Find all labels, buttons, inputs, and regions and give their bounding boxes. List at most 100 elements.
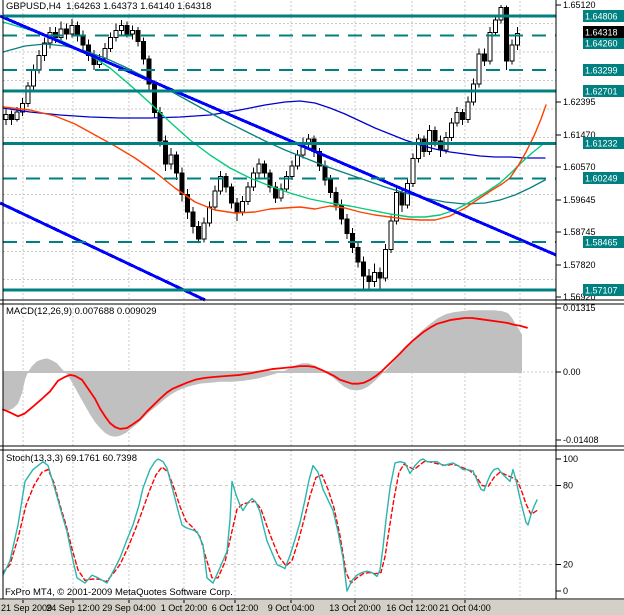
svg-text:1.57820: 1.57820	[563, 260, 596, 270]
trendline-channel	[0, 14, 557, 302]
macd-histogram	[3, 310, 522, 437]
candle	[201, 222, 207, 240]
candle	[36, 55, 42, 71]
candle	[333, 192, 339, 206]
candle	[498, 6, 504, 21]
candle	[69, 24, 75, 35]
candle	[328, 179, 333, 194]
svg-text:24 Sep 12:00: 24 Sep 12:00	[46, 603, 100, 613]
candle	[289, 165, 295, 178]
candle	[476, 53, 482, 85]
candle	[487, 31, 493, 62]
candle	[42, 42, 47, 57]
candle	[317, 151, 322, 167]
candle	[432, 129, 438, 142]
svg-text:1.58465: 1.58465	[585, 238, 618, 248]
svg-text:1.64318: 1.64318	[585, 28, 618, 38]
price-level-label	[583, 284, 624, 296]
candle	[350, 232, 355, 249]
candle	[3, 113, 9, 121]
candle	[388, 220, 394, 250]
candle	[267, 172, 273, 188]
candle	[278, 188, 284, 199]
candle	[229, 186, 234, 204]
candle	[25, 85, 31, 105]
svg-text:21 Sep 2009: 21 Sep 2009	[1, 603, 52, 613]
candle	[372, 272, 377, 283]
candle	[449, 122, 454, 138]
candle	[383, 248, 388, 279]
candle	[471, 83, 476, 103]
time-axis-strip	[0, 600, 624, 615]
svg-text:1.59645: 1.59645	[563, 195, 596, 205]
candle	[427, 129, 432, 153]
copyright-text: FxPro MT4, © 2001-2009 MetaQuotes Softwa…	[5, 587, 233, 598]
candle	[64, 28, 69, 35]
svg-text:1.62395: 1.62395	[563, 97, 596, 107]
svg-text:0.00: 0.00	[563, 367, 581, 377]
svg-text:1.60570: 1.60570	[563, 162, 596, 172]
candle	[124, 24, 130, 35]
svg-text:80: 80	[563, 480, 573, 490]
candle	[454, 111, 460, 124]
svg-text:1.61470: 1.61470	[563, 130, 596, 140]
candle	[146, 58, 152, 85]
candle	[482, 53, 487, 62]
candle	[20, 103, 25, 113]
svg-text:21 Oct 04:00: 21 Oct 04:00	[439, 603, 491, 613]
svg-text:1.64806: 1.64806	[585, 12, 618, 22]
candles	[3, 5, 520, 292]
candle	[196, 225, 201, 240]
candle	[75, 24, 80, 37]
candle	[207, 206, 212, 224]
candle	[344, 218, 350, 234]
candle	[515, 32, 520, 46]
candle	[394, 192, 399, 222]
candle	[284, 176, 289, 190]
svg-text:1.60249: 1.60249	[585, 174, 618, 184]
candle	[465, 101, 471, 121]
candle	[9, 113, 14, 121]
candle	[234, 202, 240, 213]
price-level-label	[583, 10, 624, 22]
candle	[366, 275, 372, 283]
candle	[168, 154, 174, 165]
svg-text:-0.01408: -0.01408	[563, 435, 599, 445]
price-axis: 1.65120 1.62395 1.61470 1.60570 1.59645 1.587…	[556, 0, 624, 596]
candle	[157, 111, 163, 142]
candle	[163, 140, 168, 165]
candle	[102, 47, 108, 60]
candle	[223, 176, 229, 188]
svg-text:1.56920: 1.56920	[563, 292, 596, 302]
candle	[31, 69, 36, 87]
svg-text:1.58745: 1.58745	[563, 227, 596, 237]
candle	[240, 200, 245, 213]
stoch-indicator-label: Stoch(13,3,3) 69.1761 60.7398	[6, 453, 137, 464]
svg-text:1.61232: 1.61232	[585, 139, 618, 149]
candle	[399, 192, 405, 206]
candle	[493, 19, 498, 33]
price-level-label	[583, 37, 624, 49]
price-level-label	[583, 137, 624, 149]
panel-borders	[0, 0, 624, 600]
svg-text:20: 20	[563, 560, 573, 570]
symbol-ohlc-header: GBPUSD,H4 1.64263 1.64373 1.64140 1.6431…	[6, 1, 212, 12]
svg-text:29 Sep 04:00: 29 Sep 04:00	[102, 603, 156, 613]
bid-price-label	[583, 26, 624, 38]
moving-averages	[2, 21, 547, 221]
macd-indicator-label: MACD(12,26,9) 0.007688 0.009029	[6, 306, 157, 317]
svg-text:1.63299: 1.63299	[585, 66, 618, 76]
price-level-label	[583, 172, 624, 184]
svg-text:100: 100	[563, 454, 578, 464]
candle	[262, 163, 267, 174]
candle	[130, 30, 135, 35]
candle	[218, 176, 223, 192]
price-level-label	[583, 236, 624, 248]
candle	[377, 272, 383, 279]
svg-text:13 Oct 20:00: 13 Oct 20:00	[329, 603, 381, 613]
candle	[410, 158, 416, 185]
candle	[190, 211, 196, 227]
